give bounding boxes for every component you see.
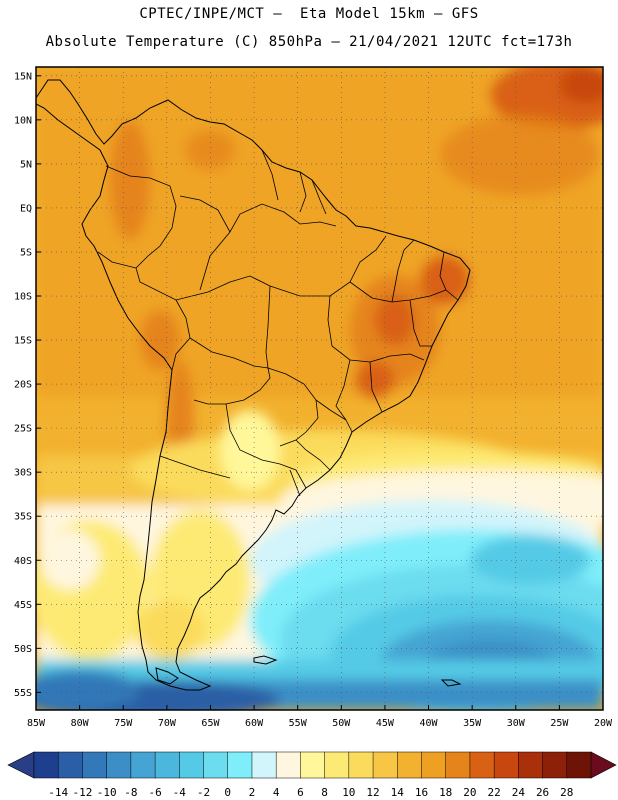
lat-label: 5N [20,159,32,170]
colorbar-swatch [57,751,83,779]
colorbar-swatch [130,751,156,779]
colorbar-swatch [154,751,180,779]
colorbar-tick-label: 28 [560,786,573,799]
colorbar-tick-label: 18 [439,786,452,799]
colorbar-tick-label: -4 [173,786,187,799]
coastline [36,79,471,691]
lat-label: 15N [14,71,32,82]
colorbar-under-triangle [7,751,35,779]
lat-label: 25S [14,424,32,435]
lon-label: 20W [594,718,613,729]
lat-label: EQ [20,203,32,214]
colorbar-swatch [348,751,374,779]
lon-label: 65W [201,718,220,729]
colorbar-tick-label: -14 [48,786,68,799]
lon-label: 45W [376,718,395,729]
colorbar-labels: -14 -12 -10 -8 -6 -4 -2 0 2 4 6 8 10 12 14 16 18 20 22 24 26… [48,786,573,799]
lon-label: 60W [245,718,264,729]
colorbar-tick-label: 2 [249,786,256,799]
colorbar-tick-label: 8 [321,786,328,799]
colorbar-tick-label: 24 [512,786,526,799]
lat-label: 40S [14,556,32,567]
colorbar-tick-label: 12 [366,786,379,799]
colorbar-tick-label: -12 [72,786,92,799]
lat-label: 50S [14,644,32,655]
lat-label: 5S [20,247,32,258]
colorbar-tick-label: -10 [97,786,117,799]
map-frame [35,66,604,711]
colorbar [7,751,617,779]
colorbar-swatch [324,751,350,779]
lon-label: 80W [71,718,90,729]
colorbar-tick-label: 6 [297,786,304,799]
lat-label: 15S [14,336,32,347]
colorbar-swatch [203,751,229,779]
lon-label: 75W [114,718,133,729]
lat-label: 10S [14,292,32,303]
lon-label: 55W [289,718,308,729]
colorbar-tick-label: 4 [273,786,280,799]
colorbar-tick-label: 20 [463,786,476,799]
colorbar-swatch [82,751,108,779]
colorbar-tick-label: 22 [488,786,501,799]
chart-title-line2: Absolute Temperature (C) 850hPa – 21/04/… [45,34,573,50]
lat-label: 55S [14,688,32,699]
colorbar-swatch [275,751,301,779]
country-borders [97,149,459,497]
colorbar-tick-label: -2 [197,786,210,799]
lon-label: 50W [332,718,351,729]
lat-label: 45S [14,600,32,611]
colorbar-swatch [469,751,495,779]
lon-label: 40W [420,718,439,729]
colorbar-tick-label: 0 [224,786,231,799]
colorbar-swatch [421,751,447,779]
colorbar-over-triangle [590,751,617,779]
colorbar-tick-label: 10 [342,786,355,799]
lat-label: 20S [14,380,32,391]
colorbar-swatch [300,751,326,779]
colorbar-swatch [445,751,471,779]
colorbar-swatch [542,751,568,779]
colorbar-swatch [179,751,205,779]
colorbar-swatch [251,751,277,779]
latitude-labels: 15N 10N 5N EQ 5S 10S 15S 20S 25S 30S 35S 40S 45S 50S 5… [14,71,32,699]
colorbar-tick-label: 16 [415,786,428,799]
lat-label: 30S [14,468,32,479]
lon-label: 85W [27,718,46,729]
colorbar-swatch [106,751,132,779]
lon-label: 70W [158,718,177,729]
colorbar-tick-label: -6 [148,786,161,799]
lat-label: 10N [14,115,32,126]
lon-label: 30W [507,718,526,729]
lon-label: 35W [463,718,482,729]
colorbar-tick-label: 14 [391,786,405,799]
colorbar-swatch [227,751,253,779]
colorbar-swatch [493,751,519,779]
colorbar-swatch [33,751,59,779]
chart-title-line1: CPTEC/INPE/MCT – Eta Model 15km – GFS [139,6,479,22]
lat-label: 35S [14,512,32,523]
colorbar-swatch [372,751,398,779]
lon-label: 25W [550,718,569,729]
temperature-field [36,67,603,710]
colorbar-tick-label: 26 [536,786,549,799]
colorbar-swatch [397,751,423,779]
colorbar-tick-label: -8 [124,786,137,799]
longitude-labels: 85W 80W 75W 70W 65W 60W 55W 50W 45W 40W 35W 30W 25W 2… [27,718,613,729]
colorbar-swatch [518,751,544,779]
colorbar-swatch [566,751,592,779]
